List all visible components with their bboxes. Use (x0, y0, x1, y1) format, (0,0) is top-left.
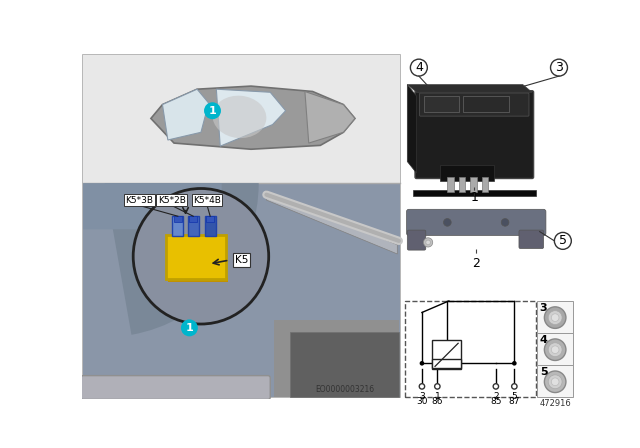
Bar (459, 177, 465, 192)
Circle shape (424, 238, 433, 247)
Text: 1: 1 (186, 323, 193, 333)
Bar (189, 216, 197, 222)
Circle shape (419, 383, 424, 389)
Circle shape (444, 219, 451, 226)
FancyBboxPatch shape (519, 230, 543, 249)
Text: 5: 5 (559, 234, 567, 247)
Bar (432, 359, 461, 368)
FancyBboxPatch shape (81, 375, 270, 400)
Bar (538, 333, 573, 365)
Bar (83, 55, 401, 183)
Text: 4: 4 (415, 61, 423, 74)
Circle shape (554, 233, 572, 250)
Text: 2: 2 (472, 257, 480, 270)
Text: EO0000003216: EO0000003216 (315, 385, 374, 394)
Bar (83, 183, 401, 397)
Polygon shape (151, 86, 355, 149)
Circle shape (420, 361, 424, 366)
Bar (289, 332, 399, 397)
Polygon shape (163, 89, 209, 140)
Text: 1: 1 (209, 106, 216, 116)
Circle shape (551, 314, 559, 322)
Bar (424, 96, 459, 112)
Circle shape (511, 383, 517, 389)
Circle shape (548, 343, 562, 357)
Text: K5*2B: K5*2B (157, 196, 186, 205)
Bar (432, 340, 461, 370)
Circle shape (426, 240, 431, 245)
Bar (188, 216, 198, 236)
Text: 2: 2 (493, 392, 499, 401)
Bar (205, 216, 216, 236)
Text: 3: 3 (540, 303, 547, 313)
Circle shape (493, 383, 499, 389)
Text: 3: 3 (419, 392, 425, 401)
Circle shape (551, 378, 559, 386)
Polygon shape (266, 191, 397, 254)
Circle shape (410, 59, 428, 76)
Bar (274, 320, 399, 397)
Text: 86: 86 (431, 397, 443, 406)
Circle shape (548, 310, 562, 324)
Text: 87: 87 (509, 397, 520, 406)
Bar (83, 55, 401, 397)
Circle shape (550, 59, 568, 76)
Bar (463, 96, 509, 112)
Circle shape (545, 307, 566, 328)
Bar (482, 177, 488, 192)
Polygon shape (407, 85, 417, 173)
FancyBboxPatch shape (406, 209, 546, 236)
FancyBboxPatch shape (407, 230, 426, 250)
Polygon shape (83, 375, 174, 397)
Bar (166, 235, 227, 280)
Circle shape (204, 102, 221, 119)
Bar (538, 365, 573, 397)
Text: 4: 4 (540, 335, 548, 345)
FancyBboxPatch shape (83, 183, 221, 229)
Bar (470, 177, 477, 192)
FancyBboxPatch shape (420, 93, 529, 116)
Circle shape (435, 383, 440, 389)
Bar (440, 165, 493, 181)
Ellipse shape (212, 96, 266, 138)
Bar (168, 278, 228, 282)
Text: K5*3B: K5*3B (125, 196, 154, 205)
Text: 85: 85 (490, 397, 502, 406)
Circle shape (545, 371, 566, 392)
Text: 5: 5 (511, 392, 517, 401)
Bar (174, 216, 182, 222)
Text: 472916: 472916 (540, 400, 571, 409)
Circle shape (551, 346, 559, 353)
Text: K5: K5 (235, 255, 248, 265)
Circle shape (501, 219, 509, 226)
Bar (538, 301, 573, 333)
Wedge shape (105, 183, 259, 335)
Bar (172, 216, 183, 236)
Text: 3: 3 (555, 61, 563, 74)
Text: 5: 5 (540, 367, 547, 377)
Polygon shape (216, 89, 285, 146)
FancyBboxPatch shape (415, 91, 534, 178)
Bar (405, 301, 536, 397)
Circle shape (133, 189, 269, 324)
Text: K5*4B: K5*4B (193, 196, 221, 205)
Bar (447, 177, 454, 192)
Text: 1: 1 (470, 191, 478, 204)
Polygon shape (305, 91, 355, 143)
Circle shape (181, 319, 198, 336)
Text: 1: 1 (435, 392, 440, 401)
Circle shape (512, 361, 516, 366)
Circle shape (548, 375, 562, 389)
Text: 30: 30 (416, 397, 428, 406)
Polygon shape (407, 85, 532, 92)
Bar (206, 216, 214, 222)
Bar (413, 190, 536, 196)
Circle shape (545, 339, 566, 361)
